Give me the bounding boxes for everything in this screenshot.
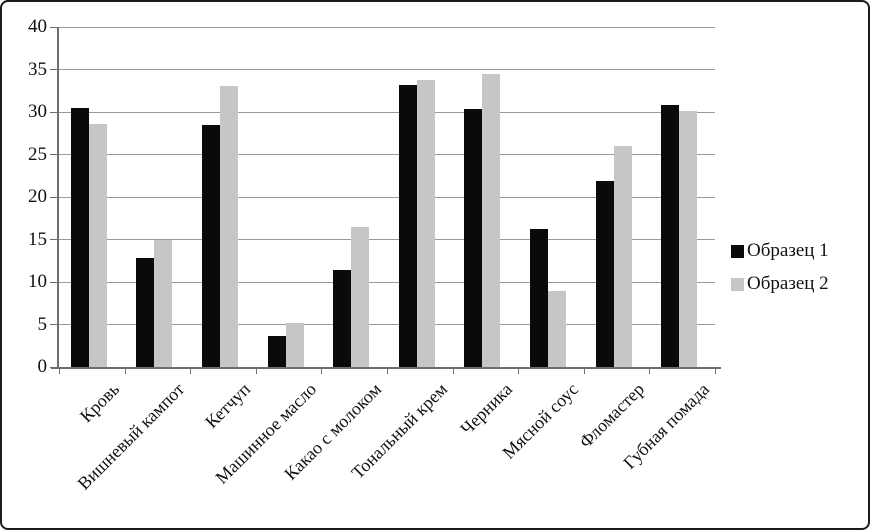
gridline — [59, 239, 715, 240]
gridline — [59, 26, 715, 28]
plot-area: 0 5 10 15 20 25 30 35 40 Кровь Вишневый кампот Кетч… — [28, 16, 721, 494]
x-axis-tick — [715, 369, 716, 374]
y-axis-tick — [50, 281, 57, 283]
bar-sample1-6 — [464, 109, 483, 367]
y-axis-label: 10 — [28, 271, 47, 292]
bar-sample2-3 — [285, 322, 304, 367]
bar-sample1-3 — [267, 336, 286, 367]
y-axis-tick — [50, 366, 57, 368]
x-axis-tick — [321, 369, 323, 374]
y-axis-label: 30 — [28, 101, 47, 122]
bar-sample2-6 — [482, 73, 501, 367]
legend: Образец 1 Образец 2 — [731, 240, 829, 306]
y-axis-tick — [50, 69, 57, 70]
x-axis-label: Губная помада — [619, 379, 714, 473]
bar-sample1-4 — [333, 270, 352, 367]
bar-sample2-0 — [88, 123, 107, 367]
y-axis-tick — [50, 111, 57, 113]
x-axis-label: Какао с молоком — [280, 379, 386, 484]
gridline — [59, 281, 715, 283]
y-axis-label: 0 — [37, 356, 48, 377]
legend-swatch-sample1 — [731, 244, 744, 258]
x-axis-tick — [387, 369, 388, 374]
y-axis-label: 40 — [28, 16, 47, 37]
y-axis-tick — [50, 196, 57, 198]
gridline — [59, 196, 715, 198]
x-axis-label: Мясной соус — [498, 379, 583, 463]
y-axis-line — [57, 27, 59, 369]
y-axis-tick — [50, 239, 57, 240]
y-axis-tick — [50, 324, 57, 325]
bar-sample1-0 — [70, 107, 89, 367]
legend-item-sample2: Образец 2 — [731, 273, 829, 295]
y-axis-label: 5 — [37, 313, 48, 335]
bar-sample2-7 — [548, 290, 566, 367]
bar-sample1-5 — [398, 84, 417, 367]
gridline — [59, 324, 715, 325]
bar-sample2-9 — [679, 111, 698, 367]
y-axis-label: 15 — [28, 228, 47, 250]
bar-sample2-2 — [220, 85, 238, 367]
bar-sample1-7 — [530, 229, 548, 367]
x-axis-tick — [649, 369, 651, 374]
bar-sample1-1 — [136, 258, 155, 367]
bar-sample2-1 — [154, 240, 173, 367]
y-axis-label: 35 — [28, 58, 47, 80]
y-axis-label: 20 — [28, 186, 47, 207]
x-axis-tick — [190, 369, 192, 374]
legend-item-sample1: Образец 1 — [731, 240, 829, 262]
x-axis-label: Черника — [456, 379, 517, 439]
x-axis-tick — [255, 369, 257, 374]
x-axis-tick — [124, 369, 126, 374]
gridline — [59, 69, 715, 70]
x-axis-tick — [518, 369, 520, 374]
gridline — [59, 111, 715, 113]
bar-sample1-8 — [595, 180, 614, 367]
x-axis-tick — [583, 369, 585, 374]
x-axis-line — [51, 367, 721, 369]
y-axis-label: 25 — [28, 143, 47, 165]
x-axis-label: Тональный крем — [347, 379, 451, 483]
gridline — [59, 154, 715, 155]
bar-sample2-4 — [351, 226, 370, 367]
x-axis-label: Кетчуп — [201, 379, 255, 432]
bar-sample1-9 — [661, 105, 680, 367]
x-axis-label: Вишневый кампот — [74, 379, 189, 494]
x-axis-tick — [452, 369, 454, 374]
legend-label-sample2: Образец 2 — [747, 273, 829, 294]
legend-label-sample1: Образец 1 — [747, 240, 829, 261]
y-axis-tick — [50, 26, 57, 28]
x-axis-tick — [59, 369, 60, 374]
x-axis-label: Фломастер — [574, 379, 648, 452]
x-axis-label: Кровь — [75, 379, 123, 427]
bar-sample2-5 — [416, 79, 435, 367]
legend-swatch-sample2 — [731, 277, 744, 291]
bar-sample1-2 — [202, 124, 220, 367]
bar-sample2-8 — [613, 146, 632, 367]
y-axis-tick — [50, 154, 57, 155]
x-axis-label: Машинное масло — [211, 379, 320, 488]
